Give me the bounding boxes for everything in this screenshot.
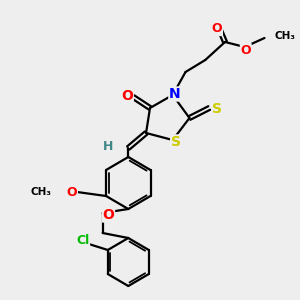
Text: S: S xyxy=(212,102,222,116)
Text: N: N xyxy=(169,87,181,101)
Text: S: S xyxy=(171,135,181,149)
Text: CH₃: CH₃ xyxy=(30,187,51,197)
Text: O: O xyxy=(212,22,222,35)
Text: O: O xyxy=(67,187,77,200)
Text: Cl: Cl xyxy=(76,235,89,248)
Text: O: O xyxy=(240,44,251,56)
Text: CH₃: CH₃ xyxy=(274,31,295,41)
Text: H: H xyxy=(103,140,114,152)
Text: O: O xyxy=(103,208,115,222)
Text: O: O xyxy=(122,89,133,103)
